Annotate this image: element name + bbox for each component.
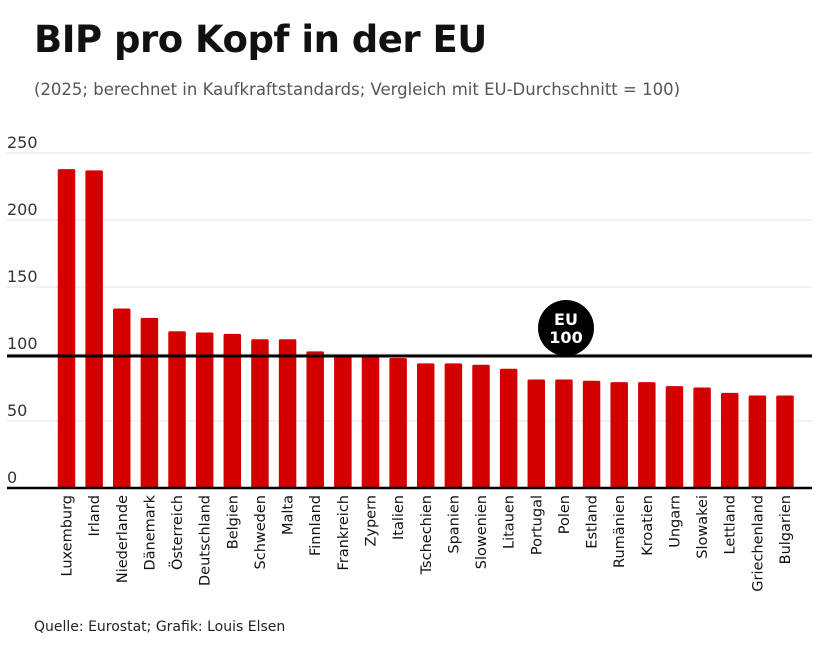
bar (638, 382, 656, 488)
x-tick-label: Deutschland (198, 495, 214, 586)
x-tick-label: Slowakei (695, 495, 711, 559)
x-tick-label: Frankreich (336, 495, 352, 570)
bar (389, 358, 407, 488)
chart-subtitle: (2025; berechnet in Kaufkraftstandards; … (34, 80, 681, 99)
x-tick-label: Malta (281, 495, 297, 535)
x-tick-label: Belgien (225, 495, 241, 549)
x-tick-label: Dänemark (142, 494, 158, 570)
bar (361, 356, 380, 488)
y-tick-label: 250 (7, 133, 38, 152)
chart-title: BIP pro Kopf in der EU (34, 18, 487, 61)
x-tick-label: Lettland (723, 495, 739, 554)
bar (334, 356, 352, 488)
x-tick-label: Zypern (363, 495, 379, 547)
x-tick-label: Bulgarien (778, 495, 794, 564)
bar (195, 332, 214, 488)
x-tick-label: Griechenland (750, 495, 766, 592)
x-tick-label: Polen (557, 495, 573, 534)
bar (776, 395, 794, 488)
bar (85, 170, 103, 489)
bar (748, 395, 767, 488)
bar (223, 333, 242, 488)
bar (472, 364, 490, 488)
x-tick-label: Irland (87, 495, 103, 537)
x-tick-label: Portugal (529, 495, 545, 555)
x-tick-label: Österreich (168, 495, 186, 570)
x-tick-label: Estland (585, 495, 601, 549)
bar (555, 379, 573, 488)
source-note: Quelle: Eurostat; Grafik: Louis Elsen (34, 619, 286, 635)
x-tick-label: Italien (391, 495, 407, 540)
x-tick-label: Slowenien (474, 495, 490, 569)
x-tick-label: Niederlande (115, 495, 131, 583)
eu-badge-circle (538, 300, 594, 356)
y-tick-label: 100 (7, 334, 38, 353)
y-tick-label: 0 (7, 468, 17, 487)
bar (168, 331, 186, 488)
bar (499, 368, 518, 488)
y-tick-label: 50 (7, 401, 27, 420)
x-tick-label: Litauen (502, 495, 518, 549)
x-tick-label: Ungarn (667, 495, 683, 548)
bar (693, 387, 711, 488)
x-tick-label: Tschechien (419, 495, 435, 575)
eu-badge-value: 100 (549, 328, 582, 347)
y-tick-label: 150 (7, 267, 38, 286)
bar (306, 351, 324, 488)
x-tick-label: Schweden (253, 495, 269, 569)
bar (140, 317, 159, 488)
bar (113, 308, 131, 488)
bar (417, 363, 435, 488)
bar (582, 380, 601, 488)
x-tick-label: Finnland (308, 495, 324, 556)
x-tick-label: Spanien (446, 495, 462, 554)
y-tick-label: 200 (7, 200, 38, 219)
bar (278, 339, 297, 488)
bar (527, 379, 546, 488)
bar (665, 386, 684, 488)
bar (720, 392, 739, 488)
bar (444, 363, 463, 488)
x-tick-label: Rumänien (612, 495, 628, 568)
eu-badge-label: EU (554, 310, 578, 329)
x-tick-label: Kroatien (640, 495, 656, 556)
bar (251, 339, 269, 488)
bar (610, 382, 628, 488)
bar (57, 169, 76, 488)
x-tick-label: Luxemburg (60, 495, 76, 577)
